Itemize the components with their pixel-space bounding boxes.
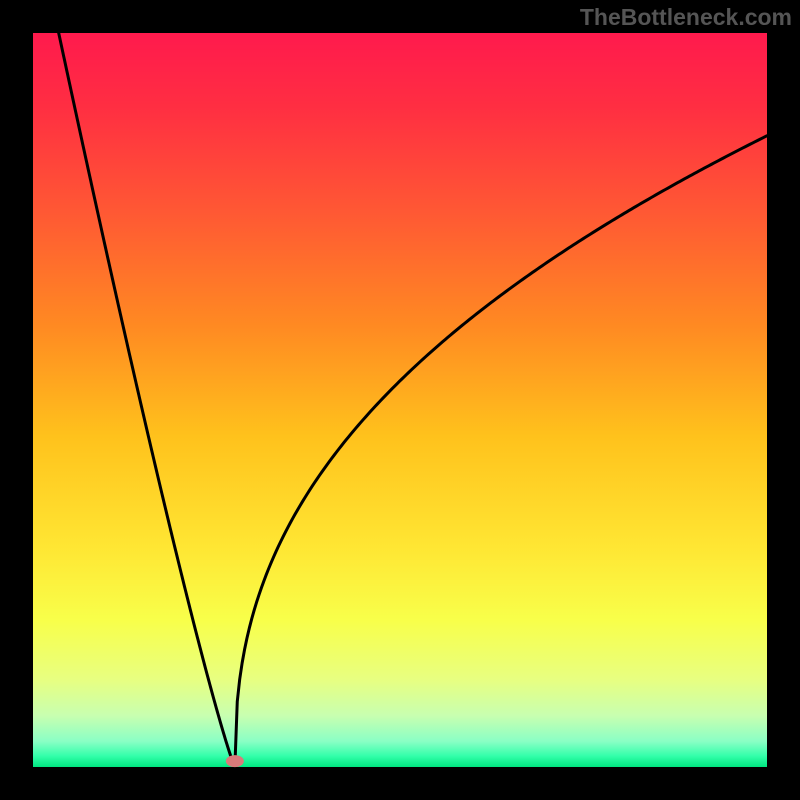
chart-svg [0,0,800,800]
chart-container: TheBottleneck.com [0,0,800,800]
min-marker [226,755,244,767]
plot-area [33,33,767,767]
watermark-text: TheBottleneck.com [580,4,792,31]
